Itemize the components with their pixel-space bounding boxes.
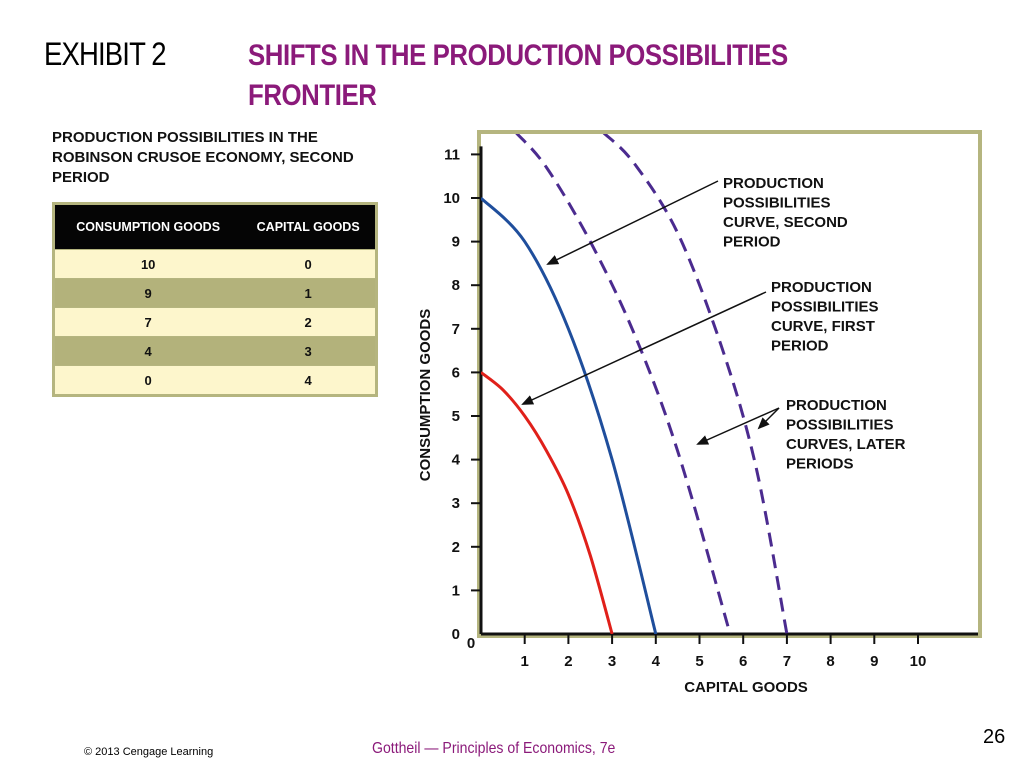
cell-consumption: 4 <box>53 336 242 366</box>
annotation-label-1: PRODUCTION POSSIBILITIES CURVE, FIRST PERIO… <box>771 279 879 355</box>
cell-consumption: 0 <box>53 365 242 396</box>
annotation-arrow <box>546 180 719 265</box>
copyright-text: © 2013 Cengage Learning <box>84 746 214 758</box>
cell-capital: 2 <box>241 307 377 337</box>
cell-capital: 3 <box>241 336 377 366</box>
annotation-line: CURVES, LATER <box>786 436 906 453</box>
y-tick-label: 4 <box>452 452 461 469</box>
y-tick-label: 8 <box>452 277 460 294</box>
plot-frame <box>477 130 982 638</box>
annotation-line: PRODUCTION <box>723 175 824 192</box>
y-tick-label: 1 <box>452 582 460 599</box>
col-header-consumption: CONSUMPTION GOODS <box>53 203 242 250</box>
y-tick-label: 7 <box>452 321 460 338</box>
x-tick-label: 7 <box>783 653 791 670</box>
table-row: 4 3 <box>53 336 377 366</box>
x-tick-label: 8 <box>826 653 834 670</box>
book-citation: Gottheil — Principles of Economics, 7e <box>372 740 616 757</box>
series-line-1 <box>481 196 658 634</box>
y-tick-label: 0 <box>452 626 460 643</box>
annotation-line: POSSIBILITIES <box>723 195 831 212</box>
table-row: 10 0 <box>53 249 377 279</box>
cell-consumption: 7 <box>53 307 242 337</box>
y-axis-label: CONSUMPTION GOODS <box>417 309 434 482</box>
annotation-line: PERIOD <box>723 234 781 251</box>
series-line-0 <box>481 371 614 634</box>
series-line-3 <box>602 134 789 634</box>
exhibit-label: EXHIBIT 2 <box>44 36 167 72</box>
x-axis-label: CAPITAL GOODS <box>684 679 808 696</box>
page-number: 26 <box>983 726 1006 748</box>
x-tick-label: 6 <box>739 653 747 670</box>
annotation-label-0: PRODUCTION POSSIBILITIES CURVE, SECOND PERI… <box>723 175 848 251</box>
cell-capital: 4 <box>241 365 377 396</box>
x-tick-label: 5 <box>695 653 703 670</box>
table-row: 7 2 <box>53 307 377 337</box>
x-tick-label: 0 <box>467 635 475 652</box>
col-header-capital: CAPITAL GOODS <box>241 203 377 250</box>
annotation-line: PRODUCTION <box>771 279 872 296</box>
cell-capital: 0 <box>241 249 377 279</box>
annotation-arrow <box>521 291 767 405</box>
cell-consumption: 10 <box>53 249 242 279</box>
slide-title: SHIFTS IN THE PRODUCTION POSSIBILITIES F… <box>248 39 788 112</box>
series-line-2 <box>515 134 732 634</box>
y-tick-label: 10 <box>443 190 460 207</box>
x-tick-label: 9 <box>870 653 878 670</box>
annotation-line: CURVE, FIRST <box>771 318 875 335</box>
annotation-line: PERIODS <box>786 456 854 473</box>
annotation-arrow <box>757 407 780 430</box>
table-row: 9 1 <box>53 278 377 308</box>
y-tick-label: 11 <box>444 146 460 163</box>
x-tick-label: 10 <box>910 653 927 670</box>
annotation-line: CURVE, SECOND <box>723 214 848 231</box>
annotation-line: PRODUCTION <box>786 397 887 414</box>
x-tick-label: 2 <box>564 653 572 670</box>
annotation-arrow <box>696 407 780 445</box>
y-tick-label: 9 <box>452 234 460 251</box>
y-tick-label: 6 <box>452 364 460 381</box>
table-row: 0 4 <box>53 365 377 396</box>
cell-capital: 1 <box>241 278 377 308</box>
annotation-line: POSSIBILITIES <box>771 299 879 316</box>
x-tick-label: 3 <box>608 653 616 670</box>
cell-consumption: 9 <box>53 278 242 308</box>
table-caption: PRODUCTION POSSIBILITIES IN THE ROBINSON… <box>52 129 354 186</box>
x-tick-label: 4 <box>652 653 661 670</box>
annotation-line: PERIOD <box>771 338 829 355</box>
y-tick-label: 2 <box>452 539 460 556</box>
annotation-label-2: PRODUCTION POSSIBILITIES CURVES, LATER PERI… <box>786 397 906 473</box>
annotation-line: POSSIBILITIES <box>786 417 894 434</box>
y-tick-label: 5 <box>452 408 460 425</box>
x-tick-label: 1 <box>521 653 529 670</box>
y-tick-label: 3 <box>452 495 460 512</box>
production-table: CONSUMPTION GOODS CAPITAL GOODS 10 0 9 1… <box>52 202 378 397</box>
